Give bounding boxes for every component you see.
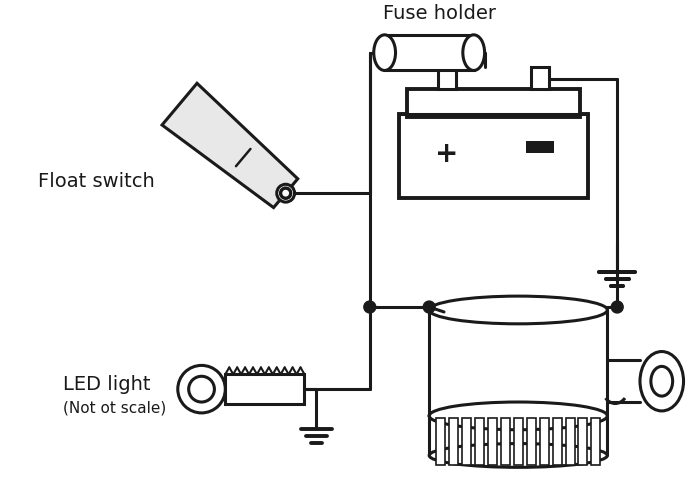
Bar <box>488 418 497 466</box>
Bar <box>540 418 549 466</box>
Ellipse shape <box>374 35 395 70</box>
Ellipse shape <box>429 296 608 324</box>
Circle shape <box>280 187 292 199</box>
Bar <box>514 418 523 466</box>
Bar <box>436 418 445 466</box>
Bar <box>592 418 601 466</box>
Bar <box>475 418 484 466</box>
Circle shape <box>189 376 214 402</box>
Bar <box>438 68 456 90</box>
Circle shape <box>424 301 435 313</box>
Text: Float switch: Float switch <box>38 172 155 191</box>
Polygon shape <box>175 122 272 198</box>
Bar <box>462 418 471 466</box>
Circle shape <box>276 184 295 202</box>
Text: Fuse holder: Fuse holder <box>383 4 496 23</box>
Bar <box>384 35 474 70</box>
Ellipse shape <box>429 444 608 468</box>
Circle shape <box>364 301 376 313</box>
Bar <box>552 418 561 466</box>
Text: (Not ot scale): (Not ot scale) <box>63 400 166 415</box>
Bar <box>500 418 510 466</box>
Ellipse shape <box>429 404 608 428</box>
Ellipse shape <box>429 402 608 429</box>
Bar <box>449 418 458 466</box>
Bar <box>526 418 536 466</box>
Ellipse shape <box>463 35 484 70</box>
Text: LED light: LED light <box>63 374 150 394</box>
Bar <box>407 90 580 117</box>
Bar <box>225 374 304 404</box>
Bar <box>566 418 575 466</box>
Circle shape <box>611 301 623 313</box>
Bar <box>578 418 587 466</box>
Circle shape <box>178 366 225 413</box>
Circle shape <box>281 188 290 198</box>
Bar <box>531 68 549 90</box>
Bar <box>526 140 554 152</box>
Ellipse shape <box>640 352 683 411</box>
Text: +: + <box>435 140 458 168</box>
Polygon shape <box>162 84 298 208</box>
Ellipse shape <box>651 366 673 396</box>
Bar <box>400 114 587 198</box>
